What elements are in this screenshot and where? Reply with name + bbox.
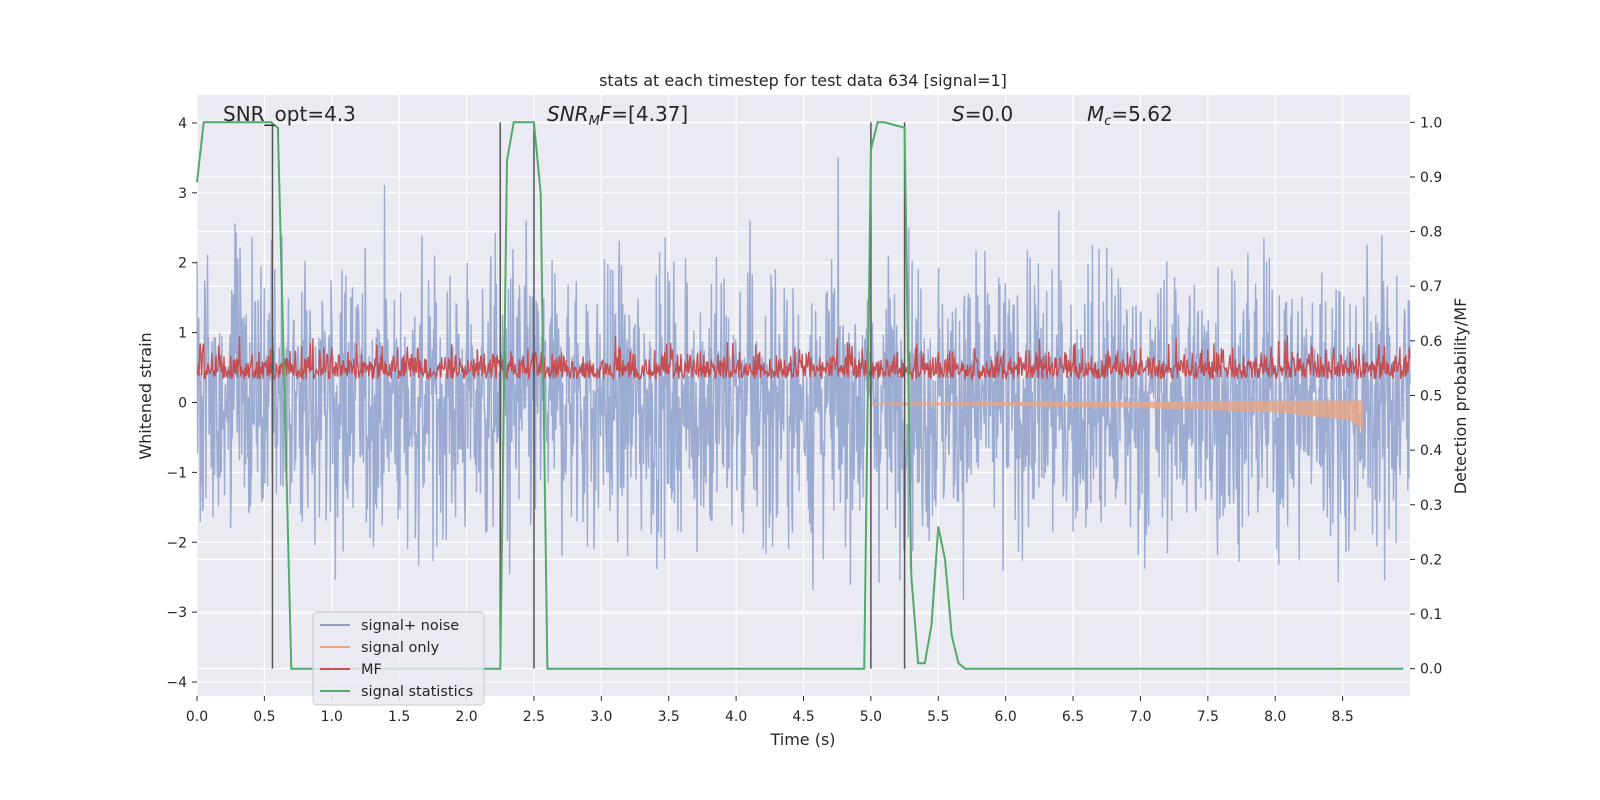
right-tick-label: 0.6 <box>1420 334 1442 350</box>
right-axis-ticks: 1.0 0.9 0.8 0.7 0.6 0.5 0.4 0.3 0.2 0.1 0.0 <box>1410 115 1442 678</box>
x-tick-label: 0.5 <box>253 709 275 725</box>
y-axis-label: Whitened strain <box>136 332 155 459</box>
y-tick-label: 2 <box>178 256 187 272</box>
right-axis-label: Detection probability/MF <box>1451 298 1470 495</box>
annotation-snr-mf: SNRMF=[4.37] <box>547 102 688 129</box>
x-tick-label: 2.5 <box>523 709 545 725</box>
legend: signal+ noise signal only MF signal stat… <box>312 611 485 706</box>
right-tick-label: 0.9 <box>1420 170 1442 186</box>
y-tick-label: 3 <box>178 186 187 202</box>
signal-only-area <box>870 400 1363 431</box>
signal-only-series <box>870 400 1363 431</box>
y-axis-ticks: 4 3 2 1 0 −1 −2 −3 −4 <box>166 116 197 691</box>
x-tick-label: 2.0 <box>455 709 477 725</box>
right-tick-label: 0.4 <box>1420 443 1442 459</box>
right-tick-label: 0.7 <box>1420 279 1442 295</box>
legend-label-mf: MF <box>361 662 382 678</box>
annotation-s-value: =0.0 <box>965 102 1014 126</box>
x-tick-label: 1.0 <box>321 709 343 725</box>
y-tick-label: −3 <box>166 605 187 621</box>
y-tick-label: −4 <box>166 675 187 691</box>
x-tick-label: 6.5 <box>1062 709 1084 725</box>
right-tick-label: 0.1 <box>1420 607 1442 623</box>
x-axis-label: Time (s) <box>769 730 835 749</box>
x-tick-label: 3.5 <box>658 709 680 725</box>
chart-title: stats at each timestep for test data 634… <box>599 71 1007 90</box>
annotation-s-symbol: S <box>952 102 965 126</box>
x-tick-label: 3.0 <box>590 709 612 725</box>
annotation-s: S=0.0 <box>952 102 1013 126</box>
x-tick-label: 0.0 <box>186 709 208 725</box>
annotation-mc-symbol: M <box>1087 102 1104 126</box>
right-tick-label: 0.5 <box>1420 389 1442 405</box>
mf-line <box>196 335 1411 381</box>
signal-statistics-line <box>196 121 1404 670</box>
x-tick-label: 1.5 <box>388 709 410 725</box>
legend-label-signal-statistics: signal statistics <box>361 684 473 700</box>
x-tick-label: 4.0 <box>725 709 747 725</box>
x-tick-label: 7.5 <box>1197 709 1219 725</box>
x-tick-label: 8.0 <box>1264 709 1286 725</box>
x-tick-label: 5.0 <box>860 709 882 725</box>
legend-box <box>312 611 485 706</box>
legend-label-signal-only: signal only <box>361 640 440 656</box>
annotation-snr-mf-subscript: M <box>589 114 600 129</box>
annotation-mc-subscript: c <box>1104 114 1111 129</box>
right-tick-label: 0.2 <box>1420 552 1442 568</box>
signal-statistics-series <box>196 121 1404 670</box>
right-tick-label: 1.0 <box>1420 115 1442 131</box>
mf-series <box>196 335 1411 381</box>
right-tick-label: 0.3 <box>1420 498 1442 514</box>
y-tick-label: −2 <box>166 535 187 551</box>
x-tick-label: 6.0 <box>995 709 1017 725</box>
y-tick-label: 1 <box>178 326 187 342</box>
x-tick-label: 7.0 <box>1129 709 1151 725</box>
annotation-mc-value: =5.62 <box>1111 102 1172 126</box>
x-tick-label: 5.5 <box>927 709 949 725</box>
legend-label-signal-noise: signal+ noise <box>361 618 459 634</box>
y-tick-label: 0 <box>178 395 187 411</box>
right-tick-label: 0.8 <box>1420 225 1442 241</box>
right-tick-label: 0.0 <box>1420 662 1442 678</box>
annotation-snr-mf-symbol: SNR <box>547 102 589 126</box>
annotation-snr-mf-value: =[4.37] <box>611 102 688 126</box>
y-tick-label: 4 <box>178 116 187 132</box>
x-axis-ticks: 0.0 0.5 1.0 1.5 2.0 2.5 3.0 3.5 4.0 4.5 5.0 5.5 6.0 6… <box>186 696 1354 725</box>
annotation-snr-opt: SNR_opt=4.3 <box>223 102 356 126</box>
x-tick-label: 4.5 <box>792 709 814 725</box>
annotation-snr-mf-symbol2: F <box>600 102 612 126</box>
annotation-mc: Mc=5.62 <box>1087 102 1173 129</box>
x-tick-label: 8.5 <box>1331 709 1353 725</box>
y-tick-label: −1 <box>166 465 187 481</box>
